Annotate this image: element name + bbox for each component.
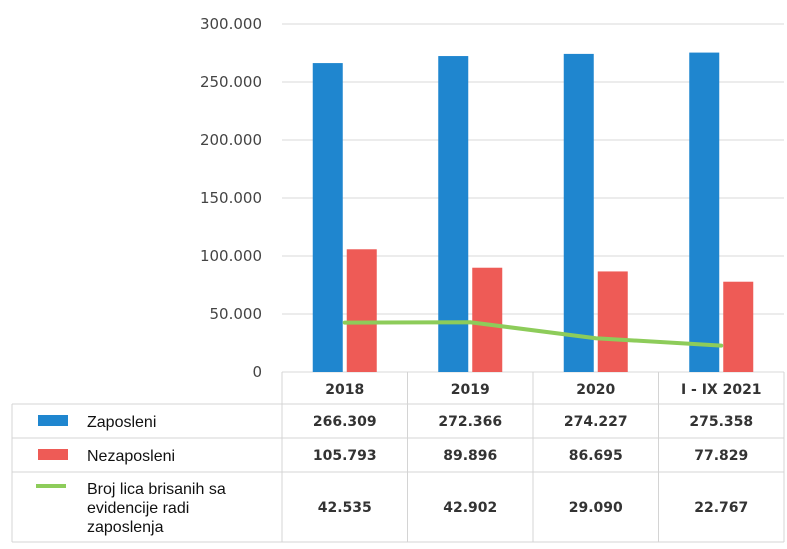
x-category-label: 2020 — [576, 382, 615, 398]
data-label: 42.535 — [318, 500, 372, 516]
legend-label-nezaposleni: Nezaposleni — [87, 448, 175, 465]
bar-zaposleni — [689, 52, 720, 373]
data-label: 272.366 — [438, 414, 502, 430]
data-label: 105.793 — [313, 448, 377, 464]
y-tick-label: 0 — [252, 363, 262, 381]
data-label: 42.902 — [443, 500, 497, 516]
legend-label-line: evidencije radi — [87, 500, 189, 517]
y-tick-label: 50.000 — [210, 305, 263, 323]
bar-zaposleni — [563, 53, 594, 373]
data-label: 29.090 — [569, 500, 623, 516]
y-tick-label: 100.000 — [200, 247, 262, 265]
bar-nezaposleni — [346, 249, 377, 372]
bar-nezaposleni — [472, 267, 503, 372]
data-label: 275.358 — [689, 414, 753, 430]
x-category-label: I - IX 2021 — [681, 382, 762, 398]
data-label: 266.309 — [313, 414, 377, 430]
legend-label-zaposleni: Zaposleni — [87, 414, 156, 431]
data-label: 22.767 — [694, 500, 748, 516]
bar-zaposleni — [312, 63, 343, 373]
x-category-label: 2018 — [325, 382, 364, 398]
y-tick-label: 300.000 — [200, 15, 262, 33]
bar-nezaposleni — [597, 271, 628, 372]
y-tick-label: 200.000 — [200, 131, 262, 149]
bar-nezaposleni — [723, 281, 754, 372]
data-label: 77.829 — [694, 448, 748, 464]
legend-label-line: zaposlenja — [87, 519, 164, 536]
data-label: 86.695 — [569, 448, 623, 464]
line-series — [342, 320, 724, 348]
y-tick-label: 250.000 — [200, 73, 262, 91]
data-label: 89.896 — [443, 448, 497, 464]
legend-swatch-nezaposleni — [38, 449, 68, 460]
x-category-label: 2019 — [451, 382, 490, 398]
y-tick-label: 150.000 — [200, 189, 262, 207]
legend-label-line: Broj lica brisanih sa — [87, 481, 226, 498]
legend-swatch-zaposleni — [38, 415, 68, 426]
bar-zaposleni — [438, 56, 469, 372]
data-label: 274.227 — [564, 414, 628, 430]
